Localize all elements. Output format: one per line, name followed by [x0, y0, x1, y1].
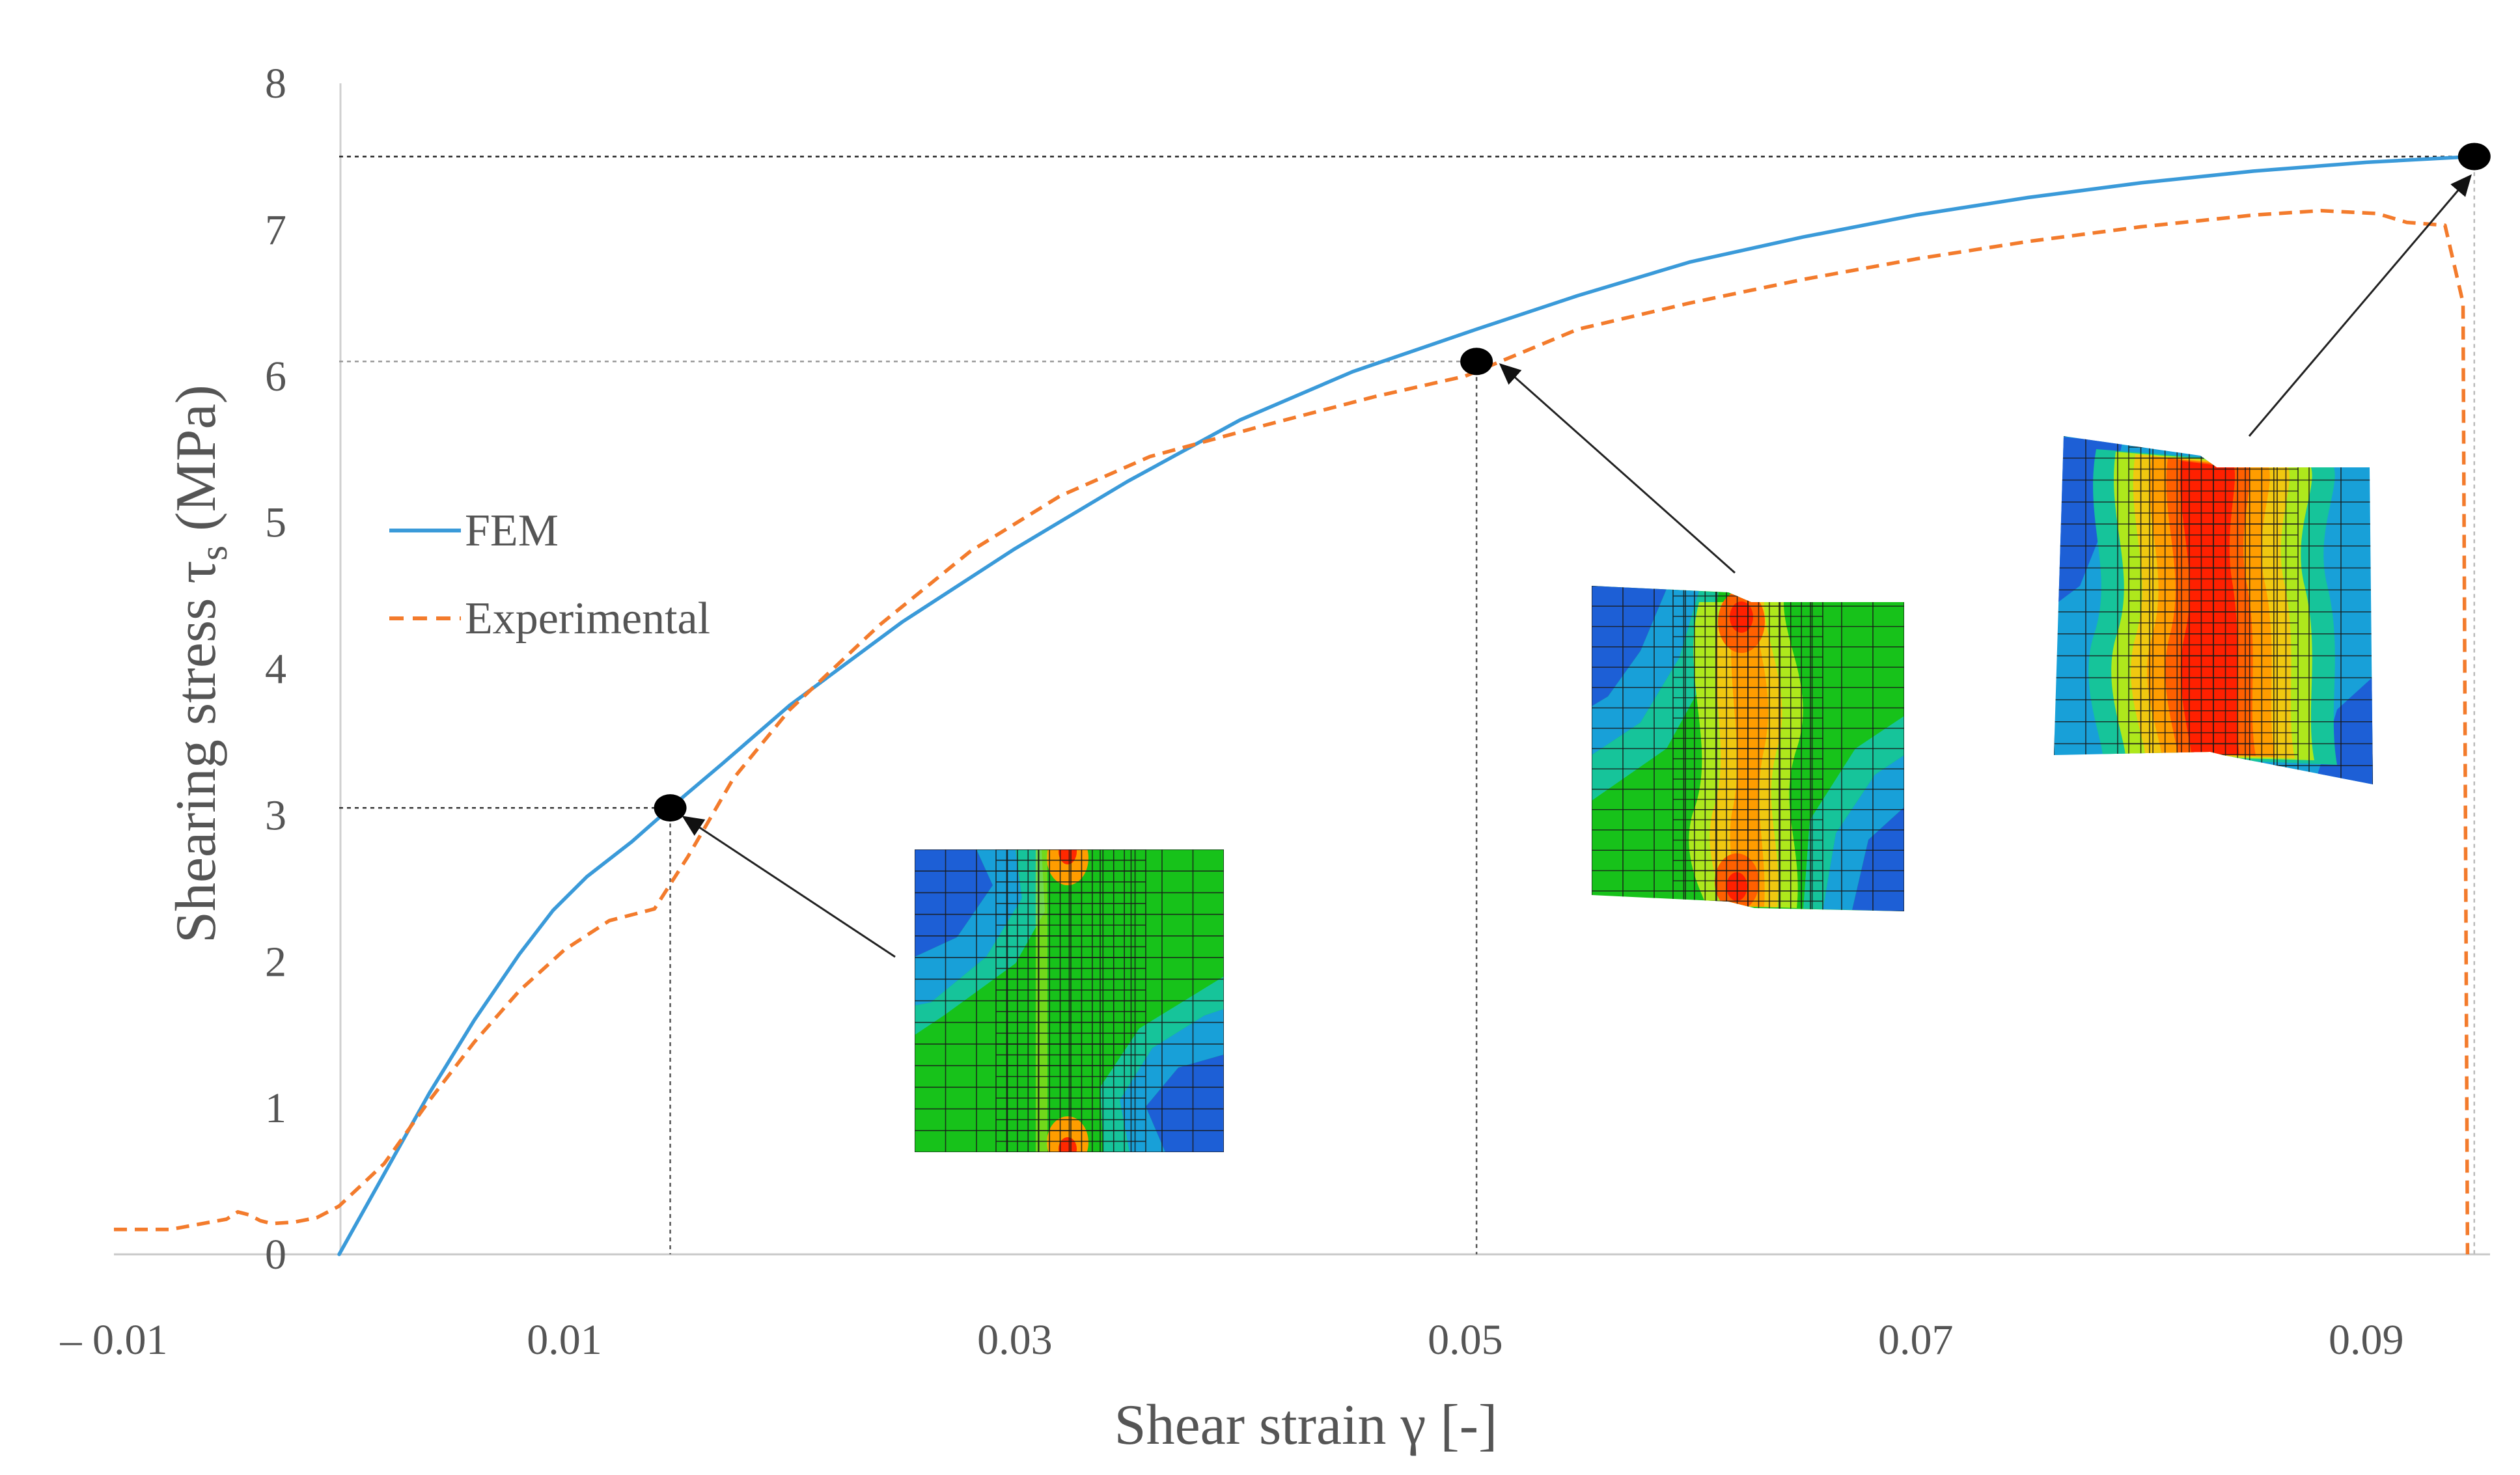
annotation-arrows: [682, 174, 2472, 958]
marked-points: [654, 143, 2491, 822]
fe-contour-plot-a: [915, 849, 1224, 1152]
x-tick-label: 0.05: [1428, 1316, 1503, 1364]
arrow-to-point-3: [2248, 174, 2472, 437]
fe-contour-plot-b: [1592, 586, 1904, 911]
x-tick-label: 0.09: [2329, 1316, 2404, 1364]
y-axis-title: Shearing stress τs (MPa): [165, 385, 235, 943]
guide-lines: [339, 156, 2476, 1254]
series-layer: [114, 154, 2476, 1256]
x-tick-label: 0.03: [977, 1316, 1053, 1364]
y-tick-label: 6: [265, 353, 286, 400]
x-tick-label: 0.01: [527, 1316, 602, 1364]
y-tick-label: 1: [265, 1084, 286, 1132]
y-tick-label: 3: [265, 792, 286, 839]
y-tick-label: 7: [265, 206, 286, 254]
arrow-to-point-1: [682, 816, 896, 958]
series-line-fem: [337, 154, 2476, 1256]
y-axis-title-unit: (MPa): [165, 385, 228, 545]
x-tick-labels: – 0.01 0.01 0.03 0.05 0.07 0.09: [60, 1316, 2404, 1364]
x-tick-label: 0.07: [1878, 1316, 1954, 1364]
arrow-to-point-2: [1499, 363, 1736, 574]
y-tick-labels: 0 1 2 3 4 5 6 7 8: [265, 60, 286, 1278]
marked-point: [2458, 143, 2491, 171]
marked-point: [1460, 348, 1493, 376]
y-axis-title-main: Shearing stress τ: [165, 560, 228, 943]
y-tick-label: 0: [265, 1231, 286, 1278]
y-axis-title-subscript: s: [192, 545, 235, 560]
legend: FEM Experimental: [389, 506, 710, 644]
y-tick-label: 5: [265, 499, 286, 547]
x-axis-title: Shear strain γ [-]: [1115, 1394, 1498, 1457]
marked-point: [654, 794, 687, 822]
legend-experimental-label: Experimental: [465, 594, 710, 644]
y-tick-label: 4: [265, 646, 286, 693]
series-line-experimental: [114, 208, 2470, 1255]
fe-contour-plot-c: [2054, 436, 2373, 784]
y-tick-label: 8: [265, 60, 286, 107]
x-tick-label: – 0.01: [60, 1316, 168, 1364]
legend-fem-label: FEM: [465, 506, 559, 556]
y-tick-label: 2: [265, 938, 286, 986]
